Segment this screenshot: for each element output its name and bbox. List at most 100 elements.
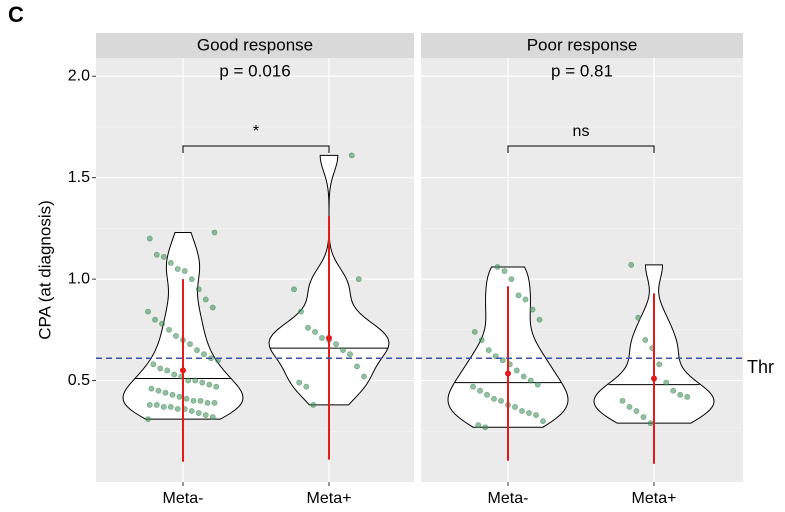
- x-tick-label: Meta-: [488, 490, 529, 507]
- data-point: [152, 316, 158, 323]
- data-point: [670, 387, 677, 394]
- mean-point: [180, 367, 186, 374]
- data-point: [167, 404, 174, 410]
- data-point: [150, 361, 157, 368]
- data-point: [173, 333, 179, 339]
- data-point: [296, 379, 303, 386]
- data-point: [160, 253, 167, 260]
- data-point: [642, 337, 649, 343]
- data-point: [478, 337, 485, 343]
- data-point: [347, 351, 353, 358]
- data-point: [209, 304, 216, 311]
- data-point: [153, 251, 160, 258]
- data-point: [491, 395, 497, 402]
- data-point: [508, 276, 515, 283]
- data-point: [201, 351, 207, 358]
- data-point: [169, 391, 176, 398]
- data-point: [187, 341, 193, 347]
- data-point: [167, 259, 174, 266]
- data-point: [204, 399, 211, 406]
- data-point: [146, 402, 153, 408]
- data-point: [213, 383, 220, 390]
- data-point: [194, 347, 200, 354]
- data-point: [684, 393, 691, 400]
- data-point: [482, 424, 489, 431]
- data-point: [677, 391, 684, 398]
- significance-bracket: [507, 145, 655, 153]
- data-point: [164, 367, 171, 374]
- data-point: [162, 389, 169, 396]
- data-point: [209, 414, 216, 420]
- data-point: [619, 397, 626, 404]
- data-point: [155, 387, 162, 394]
- data-point: [494, 264, 501, 270]
- data-point: [310, 402, 317, 408]
- y-tick-label: 0.5: [68, 372, 90, 389]
- data-point: [340, 347, 346, 354]
- data-point: [512, 404, 518, 410]
- data-point: [498, 397, 504, 404]
- data-point: [501, 268, 508, 274]
- data-point: [333, 341, 339, 347]
- data-point: [354, 363, 360, 370]
- data-point: [174, 406, 181, 412]
- significance-label: *: [253, 123, 259, 140]
- significance-label: ns: [573, 123, 590, 140]
- data-point: [647, 420, 654, 427]
- mean-point: [505, 370, 511, 377]
- data-point: [211, 229, 218, 236]
- data-point: [626, 404, 633, 410]
- data-point: [475, 422, 482, 429]
- data-point: [303, 383, 310, 390]
- significance-bracket: [182, 145, 330, 153]
- x-tick-label: Meta+: [632, 490, 677, 507]
- data-point: [197, 397, 204, 404]
- data-point: [202, 296, 209, 303]
- data-point: [190, 397, 197, 404]
- data-point: [656, 361, 663, 368]
- data-point: [195, 286, 202, 293]
- data-point: [319, 335, 325, 341]
- strip-background: [421, 33, 743, 58]
- data-point: [199, 379, 206, 386]
- data-point: [153, 402, 160, 408]
- data-point: [188, 276, 195, 283]
- data-point: [206, 381, 213, 388]
- data-point: [192, 377, 199, 384]
- data-point: [485, 347, 492, 354]
- data-point: [361, 373, 367, 380]
- y-tick-label: 1.5: [68, 169, 90, 186]
- data-point: [534, 381, 541, 388]
- data-point: [477, 387, 483, 394]
- panel-label: C: [8, 2, 24, 27]
- data-point: [348, 152, 355, 159]
- data-point: [148, 385, 155, 392]
- strip-background: [96, 33, 414, 58]
- data-point: [176, 393, 183, 400]
- data-point: [185, 377, 192, 384]
- data-point: [536, 316, 543, 323]
- data-point: [533, 412, 539, 418]
- threshold-label: Thr: [747, 357, 774, 377]
- mean-point: [651, 375, 657, 382]
- strip-title: Poor response: [527, 35, 638, 54]
- data-point: [166, 326, 172, 333]
- data-point: [515, 292, 522, 299]
- data-point: [529, 306, 536, 313]
- data-point: [195, 410, 202, 416]
- data-point: [312, 328, 318, 335]
- data-point: [513, 367, 520, 374]
- data-point: [157, 365, 164, 372]
- p-value: p = 0.016: [219, 61, 290, 80]
- data-point: [540, 418, 546, 425]
- data-point: [211, 399, 218, 406]
- data-point: [527, 377, 534, 384]
- data-point: [633, 408, 640, 414]
- y-tick-label: 1.0: [68, 270, 90, 287]
- x-tick-label: Meta+: [307, 490, 352, 507]
- data-point: [145, 416, 151, 423]
- data-point: [628, 262, 635, 268]
- data-point: [471, 328, 478, 335]
- p-value: p = 0.81: [551, 61, 613, 80]
